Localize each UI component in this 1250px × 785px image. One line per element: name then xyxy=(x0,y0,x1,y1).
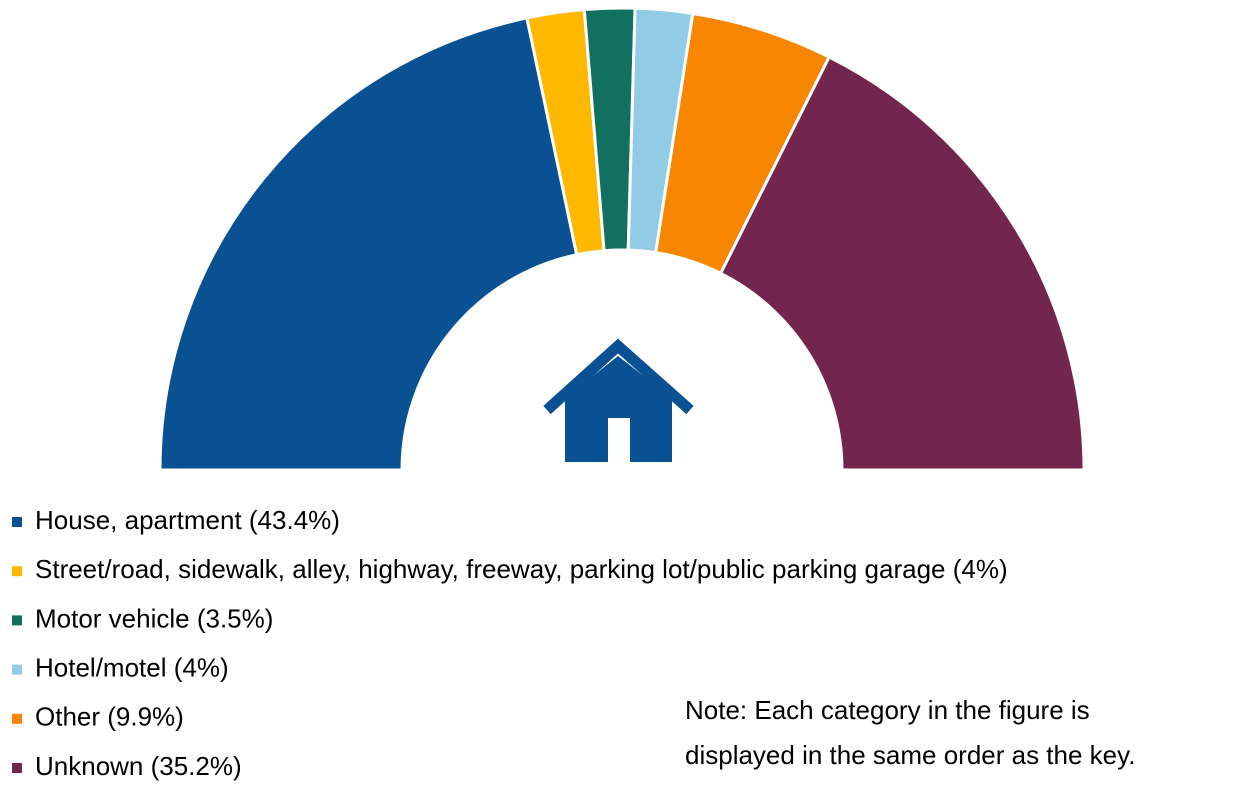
note: displayed in the same order as the key. xyxy=(685,740,1135,770)
door xyxy=(608,418,630,462)
legend-swatch xyxy=(12,566,22,577)
legend-swatch xyxy=(12,664,22,675)
legend-swatch xyxy=(12,763,22,773)
segment xyxy=(158,16,579,472)
house-body xyxy=(565,356,672,462)
legend-label: Hotel/motel (4%) xyxy=(35,652,229,682)
legend-swatch xyxy=(12,713,22,724)
legend-swatch xyxy=(12,615,22,626)
legend-label: Unknown (35.2%) xyxy=(35,751,242,781)
roof xyxy=(543,338,694,415)
segment xyxy=(718,55,1086,472)
legend-label: Street/road, sidewalk, alley, highway, f… xyxy=(35,554,1008,584)
note: Note: Each category in the figure is xyxy=(685,695,1090,725)
legend-swatch xyxy=(12,517,22,527)
legend-label: Motor vehicle (3.5%) xyxy=(35,603,273,633)
house-icon xyxy=(543,338,694,462)
legend-label: Other (9.9%) xyxy=(35,702,184,732)
legend-label: House, apartment (43.4%) xyxy=(35,505,340,535)
